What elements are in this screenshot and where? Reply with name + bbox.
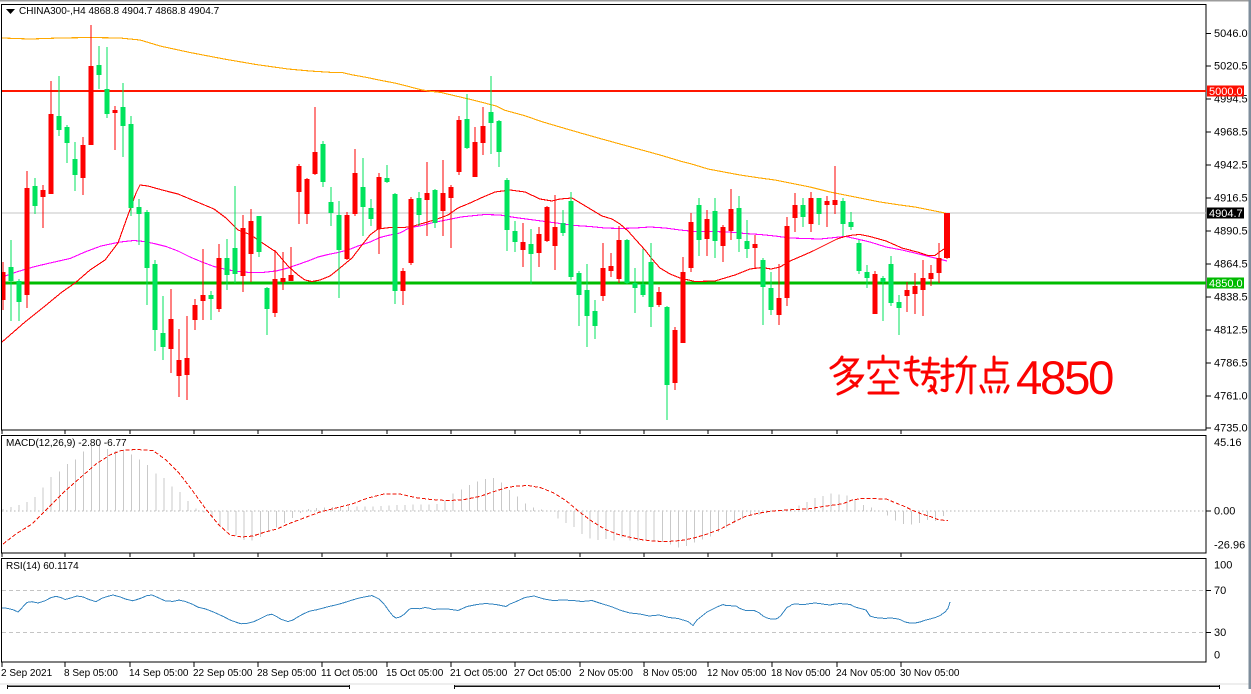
svg-text:100: 100 <box>1214 560 1232 572</box>
svg-text:8 Sep 05:00: 8 Sep 05:00 <box>64 668 118 679</box>
svg-text:4904.7: 4904.7 <box>1209 208 1243 220</box>
svg-text:18 Nov 05:00: 18 Nov 05:00 <box>771 668 831 679</box>
svg-text:30 Nov 05:00: 30 Nov 05:00 <box>900 668 960 679</box>
svg-text:5046.0: 5046.0 <box>1214 28 1248 40</box>
svg-text:4735.0: 4735.0 <box>1214 423 1248 435</box>
svg-text:4838.5: 4838.5 <box>1214 292 1248 304</box>
svg-text:4850.0: 4850.0 <box>1209 278 1243 290</box>
svg-text:RSI(14) 60.1174: RSI(14) 60.1174 <box>6 561 79 572</box>
svg-text:14 Sep 05:00: 14 Sep 05:00 <box>129 668 189 679</box>
svg-text:24 Nov 05:00: 24 Nov 05:00 <box>836 668 896 679</box>
svg-text:2 Nov 05:00: 2 Nov 05:00 <box>579 668 633 679</box>
svg-text:12 Nov 05:00: 12 Nov 05:00 <box>707 668 767 679</box>
svg-text:4968.5: 4968.5 <box>1214 127 1248 139</box>
svg-text:2 Sep 2021: 2 Sep 2021 <box>1 668 53 679</box>
svg-text:4890.5: 4890.5 <box>1214 226 1248 238</box>
svg-text:4786.5: 4786.5 <box>1214 358 1248 370</box>
svg-text:4761.0: 4761.0 <box>1214 391 1248 403</box>
svg-text:0.00: 0.00 <box>1214 506 1235 518</box>
svg-text:30: 30 <box>1214 627 1226 639</box>
svg-text:28 Sep 05:00: 28 Sep 05:00 <box>257 668 317 679</box>
svg-text:4850: 4850 <box>1016 352 1113 405</box>
svg-text:45.16: 45.16 <box>1214 437 1242 449</box>
svg-text:22 Sep 05:00: 22 Sep 05:00 <box>193 668 253 679</box>
svg-text:4916.5: 4916.5 <box>1214 193 1248 205</box>
svg-text:CHINA300-,H4 4868.8 4904.7 48: CHINA300-,H4 4868.8 4904.7 4868.8 4904.7 <box>19 6 220 17</box>
svg-text:15 Oct 05:00: 15 Oct 05:00 <box>386 668 444 679</box>
svg-text:0: 0 <box>1214 650 1220 662</box>
svg-text:4812.5: 4812.5 <box>1214 325 1248 337</box>
svg-text:11 Oct 05:00: 11 Oct 05:00 <box>321 668 378 679</box>
svg-text:5020.5: 5020.5 <box>1214 61 1248 73</box>
svg-text:70: 70 <box>1214 585 1226 597</box>
svg-text:27 Oct 05:00: 27 Oct 05:00 <box>514 668 572 679</box>
svg-text:21 Oct 05:00: 21 Oct 05:00 <box>450 668 508 679</box>
svg-text:4864.5: 4864.5 <box>1214 259 1248 271</box>
svg-text:8 Nov 05:00: 8 Nov 05:00 <box>643 668 697 679</box>
svg-text:-26.96: -26.96 <box>1214 540 1245 552</box>
svg-text:4942.5: 4942.5 <box>1214 160 1248 172</box>
svg-text:MACD(12,26,9) -2.80 -6.77: MACD(12,26,9) -2.80 -6.77 <box>6 438 127 449</box>
svg-text:5000.0: 5000.0 <box>1209 86 1243 98</box>
